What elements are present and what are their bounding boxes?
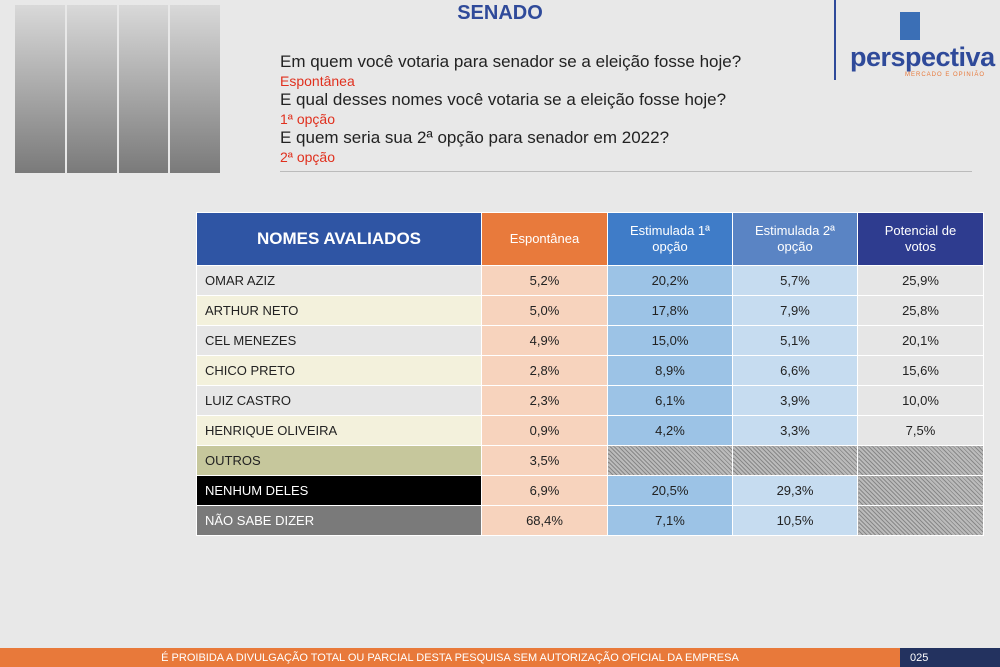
cell: 2,8% [481,355,608,386]
cell: 0,9% [481,415,608,446]
questions: Em quem você votaria para senador se a e… [280,52,970,166]
cell: 20,5% [607,475,733,506]
logo-line [834,0,836,80]
table-row: LUIZ CASTRO 2,3% 6,1% 3,9% 10,0% [196,385,984,416]
cell: 10,5% [732,505,858,536]
row-label: NÃO SABE DIZER [196,505,482,536]
column-header: NOMES AVALIADOS [196,212,482,266]
cell: 7,5% [857,415,984,446]
results-table: NOMES AVALIADOS Espontânea Estimulada 1ª o… [196,212,984,536]
cell: 15,0% [607,325,733,356]
question-tag: Espontânea [280,73,355,89]
cell: 6,9% [481,475,608,506]
empty-cell [732,445,858,476]
empty-cell [857,505,984,536]
cell: 3,5% [481,445,608,476]
logo-mark [900,12,920,40]
question: E quem seria sua 2ª opção para senador e… [280,128,670,147]
cell: 5,7% [732,265,858,296]
row-label: CHICO PRETO [196,355,482,386]
table-row: CHICO PRETO 2,8% 8,9% 6,6% 15,6% [196,355,984,386]
row-label: OUTROS [196,445,482,476]
empty-cell [857,475,984,506]
table-row: HENRIQUE OLIVEIRA 0,9% 4,2% 3,3% 7,5% [196,415,984,446]
column-header: Espontânea [481,212,608,266]
cell: 2,3% [481,385,608,416]
cell: 4,9% [481,325,608,356]
cell: 25,9% [857,265,984,296]
cell: 6,1% [607,385,733,416]
cell: 6,6% [732,355,858,386]
table-row: CEL MENEZES 4,9% 15,0% 5,1% 20,1% [196,325,984,356]
column-header: Estimulada 1ª opção [607,212,733,266]
cell: 8,9% [607,355,733,386]
row-label: OMAR AZIZ [196,265,482,296]
question: Em quem você votaria para senador se a e… [280,52,742,71]
cell: 5,2% [481,265,608,296]
empty-cell [857,445,984,476]
table-row: OUTROS 3,5% [196,445,984,476]
cell: 7,9% [732,295,858,326]
logo: perspectiva [850,42,995,72]
table-row: NENHUM DELES 6,9% 20,5% 29,3% [196,475,984,506]
question-tag: 2ª opção [280,149,336,165]
cell: 7,1% [607,505,733,536]
page-box [900,648,1000,667]
row-label: ARTHUR NETO [196,295,482,326]
cell: 20,2% [607,265,733,296]
row-label: HENRIQUE OLIVEIRA [196,415,482,446]
row-label: NENHUM DELES [196,475,482,506]
cell: 4,2% [607,415,733,446]
row-label: LUIZ CASTRO [196,385,482,416]
divider [280,171,972,172]
cell: 10,0% [857,385,984,416]
title: SENADO [457,2,543,24]
footer-bar [0,648,1000,667]
cell: 3,3% [732,415,858,446]
cell: 29,3% [732,475,858,506]
cell: 15,6% [857,355,984,386]
question: E qual desses nomes você votaria se a el… [280,90,727,109]
table-row: NÃO SABE DIZER 68,4% 7,1% 10,5% [196,505,984,536]
cell: 3,9% [732,385,858,416]
cell: 68,4% [481,505,608,536]
table-row: ARTHUR NETO 5,0% 17,8% 7,9% 25,8% [196,295,984,326]
cell: 17,8% [607,295,733,326]
cell: 5,1% [732,325,858,356]
question-tag: 1ª opção [280,111,336,127]
page-number: 025 [910,652,929,664]
table-row: OMAR AZIZ 5,2% 20,2% 5,7% 25,9% [196,265,984,296]
footer-text: É PROIBIDA A DIVULGAÇÃO TOTAL OU PARCIAL… [161,652,739,664]
row-label: CEL MENEZES [196,325,482,356]
cell: 5,0% [481,295,608,326]
cell: 25,8% [857,295,984,326]
column-header: Estimulada 2ª opção [732,212,858,266]
cell: 20,1% [857,325,984,356]
column-header: Potencial de votos [857,212,984,266]
logo-tagline: MERCADO E OPINIÃO [905,72,986,78]
photos [15,5,220,173]
empty-cell [607,445,733,476]
